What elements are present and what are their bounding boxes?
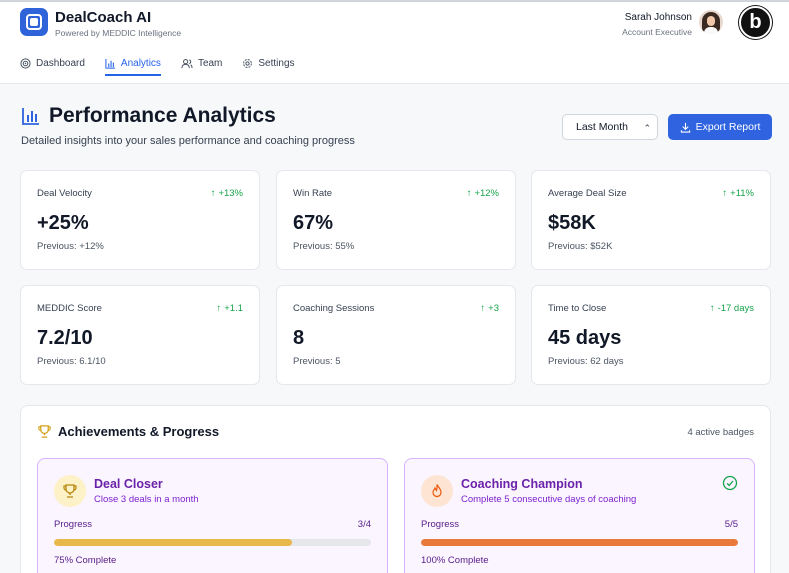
app-logo-icon[interactable] [20, 8, 48, 36]
check-circle-icon [722, 475, 738, 491]
metric-value: 8 [293, 327, 305, 349]
arrow-up-icon: ↑ [216, 303, 222, 314]
achievements-header: Achievements & Progress [37, 424, 219, 439]
users-icon [181, 58, 193, 68]
progress-count: 5/5 [724, 519, 738, 530]
metric-label: Win Rate [293, 188, 333, 199]
metric-card-average-deal-size: Average Deal Size ↑ +11% $58K Previous: $… [531, 170, 771, 270]
user-role: Account Executive [622, 27, 692, 37]
metric-previous: Previous: 6.1/10 [37, 356, 106, 367]
metric-delta: ↑ +1.1 [216, 303, 243, 314]
period-select[interactable]: Last Month ⌃ [562, 114, 658, 140]
badge-description: Complete 5 consecutive days of coaching [461, 494, 637, 505]
bar-chart-icon [22, 108, 39, 125]
trophy-icon [54, 475, 86, 507]
tab-analytics-label: Analytics [120, 57, 161, 69]
metric-value: 67% [293, 212, 334, 234]
metric-delta: ↑ +3 [480, 303, 499, 314]
metric-value: $58K [548, 212, 596, 234]
tab-analytics[interactable]: Analytics [104, 50, 161, 76]
bar-chart-icon [105, 58, 116, 69]
tab-team[interactable]: Team [181, 50, 222, 76]
target-icon [20, 57, 31, 69]
badge-name: Coaching Champion [461, 477, 583, 491]
metric-card-win-rate: Win Rate ↑ +12% 67% Previous: 55% [276, 170, 516, 270]
progress-bar-fill [54, 539, 292, 546]
metric-value: +25% [37, 212, 89, 234]
tab-dashboard-label: Dashboard [36, 57, 85, 69]
arrow-up-icon: ↑ [722, 188, 728, 199]
metric-value: 45 days [548, 327, 622, 349]
badge-card-coaching-champion[interactable]: Coaching Champion Complete 5 consecutive… [404, 458, 755, 573]
progress-bar [421, 539, 738, 546]
brand-badge-letter: b [749, 11, 762, 33]
arrow-up-icon: ↑ [466, 188, 472, 199]
metric-delta: ↑ -17 days [709, 303, 754, 314]
metric-previous: Previous: 5 [293, 356, 341, 367]
metric-value: 7.2/10 [37, 327, 93, 349]
badge-description: Close 3 deals in a month [94, 494, 199, 505]
top-bar: DealCoach AI Powered by MEDDIC Intellige… [0, 0, 789, 84]
brand-badge-icon[interactable]: b [739, 6, 772, 39]
achievements-title: Achievements & Progress [58, 424, 220, 439]
arrow-up-icon: ↑ [480, 303, 486, 314]
gear-icon [243, 58, 253, 68]
badge-name: Deal Closer [94, 477, 163, 491]
tab-dashboard[interactable]: Dashboard [20, 50, 85, 76]
user-name: Sarah Johnson [624, 12, 692, 23]
progress-count: 3/4 [357, 519, 371, 530]
metric-previous: Previous: 55% [293, 241, 355, 252]
metric-card-time-to-close: Time to Close ↑ -17 days 45 days Previous… [531, 285, 771, 385]
active-badges-count: 4 active badges [687, 427, 754, 438]
metric-label: Coaching Sessions [293, 303, 375, 314]
progress-percent: 75% Complete [54, 555, 117, 566]
achievements-panel: Achievements & Progress 4 active badges … [20, 405, 771, 573]
chevron-updown-icon: ⌃ [643, 123, 651, 133]
page-subtitle: Detailed insights into your sales perfor… [21, 135, 355, 147]
metric-delta: ↑ +13% [210, 188, 243, 199]
metric-delta: ↑ +11% [722, 188, 754, 199]
metric-label: MEDDIC Score [37, 303, 102, 314]
flame-icon [421, 475, 453, 507]
app-subtitle: Powered by MEDDIC Intelligence [55, 28, 182, 38]
metric-previous: Previous: +12% [37, 241, 104, 252]
metric-label: Deal Velocity [37, 188, 92, 199]
metric-delta: ↑ +12% [466, 188, 499, 199]
avatar[interactable] [699, 10, 723, 34]
period-select-value: Last Month [576, 121, 628, 133]
app-title: DealCoach AI [55, 9, 152, 26]
page-header: Performance Analytics [21, 104, 276, 128]
progress-bar [54, 539, 371, 546]
metric-card-meddic-score: MEDDIC Score ↑ +1.1 7.2/10 Previous: 6.1/… [20, 285, 260, 385]
metric-label: Time to Close [548, 303, 607, 314]
arrow-up-icon: ↑ [709, 303, 715, 314]
download-icon [680, 122, 690, 133]
export-report-label: Export Report [695, 121, 761, 133]
tab-settings-label: Settings [258, 57, 295, 69]
trophy-icon [38, 425, 51, 438]
badge-card-deal-closer[interactable]: Deal Closer Close 3 deals in a month Pro… [37, 458, 388, 573]
progress-label: Progress [421, 519, 460, 530]
export-report-button[interactable]: Export Report [668, 114, 772, 140]
metric-card-coaching-sessions: Coaching Sessions ↑ +3 8 Previous: 5 [276, 285, 516, 385]
metric-label: Average Deal Size [548, 188, 627, 199]
progress-bar-fill [421, 539, 738, 546]
progress-percent: 100% Complete [421, 555, 489, 566]
metric-card-deal-velocity: Deal Velocity ↑ +13% +25% Previous: +12% [20, 170, 260, 270]
page-title: Performance Analytics [49, 104, 276, 127]
tab-team-label: Team [197, 57, 223, 69]
main-nav: Dashboard Analytics Team Settings [20, 50, 315, 76]
arrow-up-icon: ↑ [210, 188, 216, 199]
progress-label: Progress [54, 519, 93, 530]
metric-previous: Previous: 62 days [548, 356, 624, 367]
tab-settings[interactable]: Settings [242, 50, 295, 76]
metric-previous: Previous: $52K [548, 241, 613, 252]
